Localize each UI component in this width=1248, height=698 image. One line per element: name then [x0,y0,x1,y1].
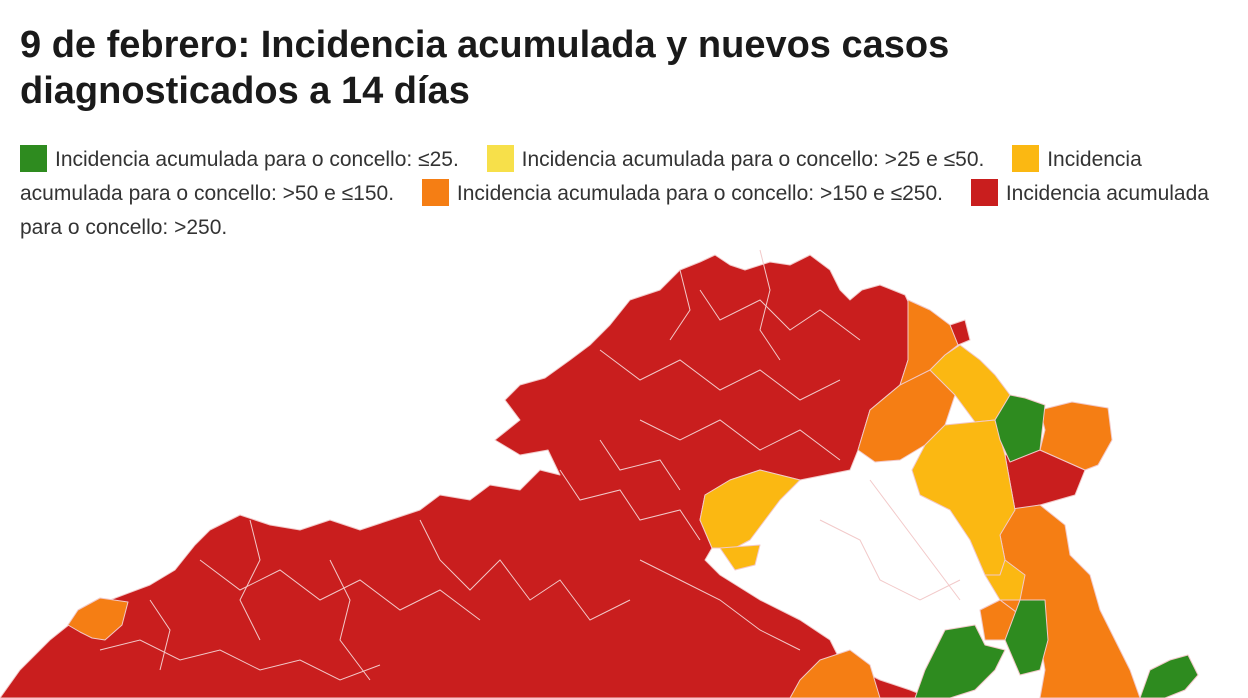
region-orange-s [789,649,881,698]
legend-swatch [421,179,449,206]
region-green-far-se [1139,654,1199,698]
municipal-borders [99,249,961,681]
region-amber-s [984,559,1026,601]
choropleth-map [0,249,1199,698]
region-gt250-mainland [0,254,931,698]
legend-label: Incidencia acumulada para o concello: ≤2… [55,148,459,171]
map-title: 9 de febrero: Incidencia acumulada y nue… [20,24,950,112]
region-orange-w [67,597,129,641]
legend-swatch [20,145,47,172]
legend: Incidencia acumulada para o concello: ≤2… [20,143,1210,245]
region-green-ne [994,394,1046,463]
legend-swatch [486,145,514,172]
legend-swatch [970,179,998,206]
legend-label: Incidencia acumulada para o concello: >2… [521,148,985,171]
legend-item-50-150: Incidencia acumulada para o concello: >5… [20,145,1142,205]
region-green-s [914,624,1006,698]
legend-item-gt250: Incidencia acumulada para o concello: >2… [20,179,1209,239]
region-amber-c [911,419,1016,576]
legend-swatch [1012,145,1040,172]
legend-item-le25: Incidencia acumulada para o concello: ≤2… [20,145,459,172]
legend-item-25-50: Incidencia acumulada para o concello: >2… [486,145,985,172]
region-amber-w2 [719,544,761,571]
region-orange-far-e [1039,401,1113,471]
region-amber-w [699,469,801,549]
legend-label: Incidencia acumulada para o concello: >2… [20,182,1209,239]
region-green-se [1004,599,1049,676]
legend-item-150-250: Incidencia acumulada para o concello: >1… [421,179,943,206]
legend-label: Incidencia acumulada para o concello: >5… [20,148,1142,205]
legend-label: Incidencia acumulada para o concello: >1… [456,182,943,205]
